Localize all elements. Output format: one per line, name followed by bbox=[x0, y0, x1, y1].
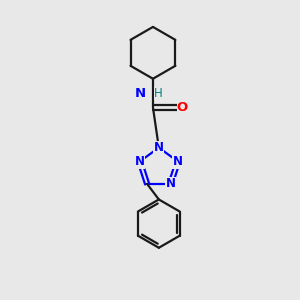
Text: N: N bbox=[173, 155, 183, 168]
Text: N: N bbox=[154, 141, 164, 154]
Text: O: O bbox=[177, 101, 188, 114]
Text: H: H bbox=[154, 86, 163, 100]
Text: N: N bbox=[135, 86, 146, 100]
Text: N: N bbox=[135, 155, 145, 168]
Text: N: N bbox=[166, 177, 176, 190]
